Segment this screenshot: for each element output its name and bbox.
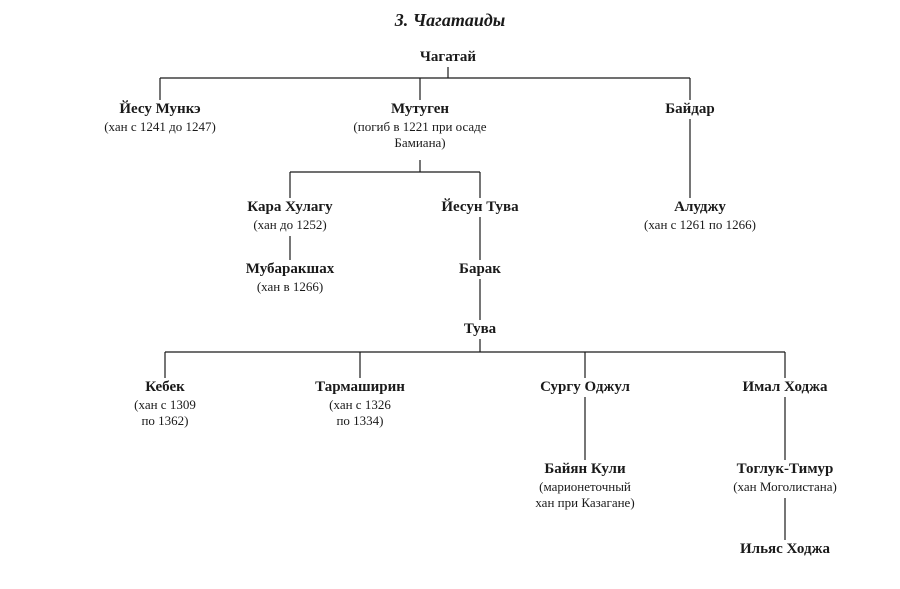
node-kebek: Кебек (хан с 1309 по 1362) bbox=[90, 378, 240, 429]
node-mubarakshah: Мубаракшах (хан в 1266) bbox=[200, 260, 380, 295]
node-note: (хан с 1309 bbox=[90, 397, 240, 413]
node-yesun-tuva: Йесун Тува bbox=[400, 198, 560, 217]
node-name: Йесун Тува bbox=[400, 198, 560, 217]
node-name: Сургу Оджул bbox=[500, 378, 670, 397]
node-name: Имал Ходжа bbox=[700, 378, 870, 397]
node-note-2: хан при Казагане) bbox=[490, 495, 680, 511]
node-note: (хан с 1261 по 1266) bbox=[600, 217, 800, 233]
node-name: Барак bbox=[430, 260, 530, 279]
node-name: Тоглук-Тимур bbox=[690, 460, 880, 479]
node-name: Кара Хулагу bbox=[200, 198, 380, 217]
node-kara-hulagu: Кара Хулагу (хан до 1252) bbox=[200, 198, 380, 233]
node-note: (марионеточный bbox=[490, 479, 680, 495]
node-mutugen: Мутуген (погиб в 1221 при осаде Бамиана) bbox=[300, 100, 540, 151]
node-chagatai: Чагатай bbox=[388, 48, 508, 67]
node-name: Йесу Мункэ bbox=[60, 100, 260, 119]
node-name: Алуджу bbox=[600, 198, 800, 217]
node-note: (хан до 1252) bbox=[200, 217, 380, 233]
node-togluk-timur: Тоглук-Тимур (хан Моголистана) bbox=[690, 460, 880, 495]
node-surgu-ojul: Сургу Оджул bbox=[500, 378, 670, 397]
node-tuva: Тува bbox=[435, 320, 525, 339]
node-imal-khoja: Имал Ходжа bbox=[700, 378, 870, 397]
node-name: Ильяс Ходжа bbox=[700, 540, 870, 559]
node-name: Мубаракшах bbox=[200, 260, 380, 279]
node-yesu-munke: Йесу Мункэ (хан с 1241 до 1247) bbox=[60, 100, 260, 135]
node-note-2: по 1334) bbox=[270, 413, 450, 429]
node-note-2: по 1362) bbox=[90, 413, 240, 429]
node-name: Тува bbox=[435, 320, 525, 339]
node-name: Байян Кули bbox=[490, 460, 680, 479]
node-tarmashirin: Тармаширин (хан с 1326 по 1334) bbox=[270, 378, 450, 429]
diagram-title: 3. Чагатаиды bbox=[0, 10, 900, 31]
node-name: Тармаширин bbox=[270, 378, 450, 397]
node-note-2: Бамиана) bbox=[300, 135, 540, 151]
node-barak: Барак bbox=[430, 260, 530, 279]
node-name: Байдар bbox=[620, 100, 760, 119]
node-baidar: Байдар bbox=[620, 100, 760, 119]
node-name: Кебек bbox=[90, 378, 240, 397]
node-note: (хан с 1326 bbox=[270, 397, 450, 413]
node-note: (погиб в 1221 при осаде bbox=[300, 119, 540, 135]
tree-edges bbox=[0, 0, 900, 589]
node-note: (хан в 1266) bbox=[200, 279, 380, 295]
title-text: 3. Чагатаиды bbox=[395, 10, 506, 30]
node-ilyas-khoja: Ильяс Ходжа bbox=[700, 540, 870, 559]
node-note: (хан Моголистана) bbox=[690, 479, 880, 495]
node-bayan-kuli: Байян Кули (марионеточный хан при Казага… bbox=[490, 460, 680, 511]
node-note: (хан с 1241 до 1247) bbox=[60, 119, 260, 135]
node-aluju: Алуджу (хан с 1261 по 1266) bbox=[600, 198, 800, 233]
node-name: Мутуген bbox=[300, 100, 540, 119]
node-name: Чагатай bbox=[388, 48, 508, 67]
